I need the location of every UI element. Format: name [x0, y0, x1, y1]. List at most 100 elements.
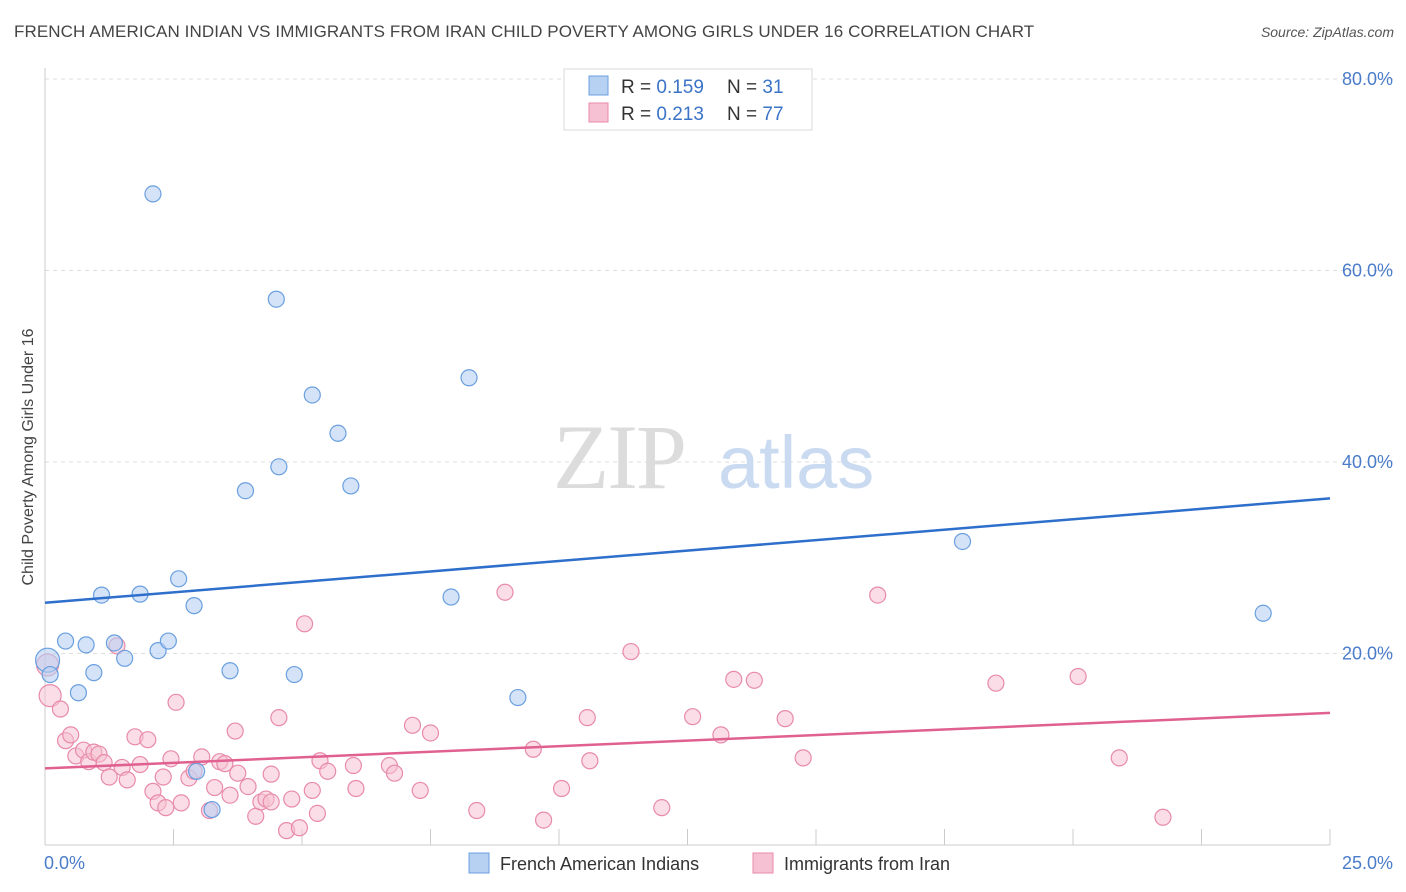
- axes: [44, 68, 1331, 846]
- french-american-indian-point: [1254, 604, 1272, 622]
- chart-title: FRENCH AMERICAN INDIAN VS IMMIGRANTS FRO…: [14, 22, 1035, 41]
- french-american-indian-point: [329, 424, 347, 442]
- iran-point: [653, 799, 671, 817]
- iran-point: [581, 752, 599, 770]
- bottom-legend-label-pink: Immigrants from Iran: [784, 854, 950, 874]
- french-american-indian-point: [116, 649, 134, 667]
- iran-point: [295, 615, 314, 633]
- bottom-legend-swatch-pink: [752, 852, 774, 874]
- bottom-legend-swatch-blue: [468, 852, 490, 874]
- iran-point: [139, 731, 157, 749]
- french-american-indian-point: [188, 762, 206, 780]
- iran-point: [869, 586, 887, 604]
- iran-point: [239, 777, 257, 796]
- iran-point: [745, 671, 763, 689]
- iran-point: [154, 768, 172, 786]
- french-american-indian-point: [953, 532, 972, 551]
- iran-point: [524, 740, 542, 758]
- svg-text:N = 77: N = 77: [727, 104, 784, 125]
- iran-point: [421, 724, 440, 742]
- iran-point: [411, 781, 429, 800]
- iran-point: [684, 708, 702, 726]
- french-american-indian-point: [185, 597, 203, 615]
- y-tick-label-80: 80.0%: [1342, 69, 1393, 89]
- french-american-indian-point: [267, 290, 285, 308]
- iran-point: [172, 794, 190, 812]
- bottom-legend: French American Indians Immigrants from …: [468, 852, 950, 874]
- iran-point: [319, 762, 337, 780]
- trend-lines: [44, 497, 1331, 770]
- french-american-indian-point: [77, 636, 95, 654]
- french-american-indian-point: [56, 632, 75, 650]
- legend-n-label-1: N =: [727, 77, 762, 98]
- iran-point: [552, 779, 571, 798]
- top-legend: R = 0.159 N = 31 R = 0.213 N = 77: [563, 68, 813, 131]
- french-american-indian-point: [285, 665, 303, 684]
- iran-point: [1069, 667, 1087, 686]
- iran-point: [206, 778, 224, 797]
- iran-point: [308, 804, 327, 823]
- french-american-indian-points: [34, 185, 1272, 819]
- y-tick-label-60: 60.0%: [1342, 261, 1393, 281]
- french-american-indian-point: [221, 662, 239, 680]
- iran-point: [1154, 808, 1172, 826]
- french-american-indian-point: [270, 458, 288, 476]
- iran-point: [776, 710, 794, 728]
- svg-text:R = 0.213: R = 0.213: [621, 104, 704, 125]
- iran-point: [100, 768, 118, 786]
- french-american-indian-point: [342, 477, 360, 495]
- iran-point: [247, 807, 265, 825]
- iran-point: [262, 765, 280, 783]
- iran-point: [118, 771, 136, 789]
- legend-swatch-pink: [588, 102, 609, 123]
- french-american-indian-point: [105, 634, 123, 652]
- svg-text:N = 31: N = 31: [727, 77, 784, 98]
- iran-point: [51, 700, 70, 718]
- french-american-indian-point: [92, 586, 111, 604]
- legend-r-label-1: R =: [621, 77, 656, 98]
- legend-r-value-2: 0.213: [656, 104, 704, 125]
- legend-swatch-blue: [588, 75, 609, 96]
- iran-point: [270, 709, 288, 727]
- legend-n-value-2: 77: [762, 104, 783, 125]
- iran-point: [226, 722, 244, 740]
- watermark-atlas: atlas: [718, 421, 874, 504]
- trend-line-immigrants-from-iran: [44, 711, 1331, 770]
- iran-point: [794, 749, 812, 767]
- svg-text:R = 0.159: R = 0.159: [621, 77, 704, 98]
- iran-point: [385, 764, 404, 782]
- french-american-indian-point: [41, 665, 59, 684]
- french-american-indian-point: [303, 386, 321, 404]
- iran-point: [62, 726, 80, 744]
- legend-n-value-1: 31: [762, 77, 783, 98]
- iran-point: [725, 670, 743, 688]
- iran-point: [347, 779, 365, 798]
- iran-point: [95, 754, 113, 772]
- iran-point: [283, 790, 301, 808]
- french-american-indian-point: [69, 684, 88, 702]
- french-american-indian-point: [203, 800, 221, 819]
- iran-point: [987, 674, 1005, 692]
- iran-point: [167, 693, 185, 711]
- iran-point: [1110, 749, 1128, 767]
- iran-point: [303, 781, 321, 800]
- iran-point: [344, 756, 362, 775]
- french-american-indian-point: [236, 482, 255, 500]
- iran-point: [403, 716, 422, 734]
- y-axis-title: Child Poverty Among Girls Under 16: [20, 328, 37, 585]
- iran-point: [578, 709, 596, 727]
- iran-point: [496, 583, 514, 601]
- legend-n-label-2: N =: [727, 104, 762, 125]
- legend-r-label-2: R =: [621, 104, 656, 125]
- iran-point: [38, 684, 62, 708]
- iran-point: [534, 811, 553, 829]
- y-tick-label-20: 20.0%: [1342, 644, 1393, 664]
- trend-line-french-american-indians: [44, 497, 1331, 604]
- legend-r-value-1: 0.159: [656, 77, 704, 98]
- grid-lines: [45, 78, 1395, 654]
- iran-point: [468, 801, 486, 820]
- bottom-legend-label-blue: French American Indians: [500, 854, 699, 874]
- french-american-indian-point: [159, 632, 177, 650]
- y-tick-label-40: 40.0%: [1342, 452, 1393, 472]
- x-tick-label-min: 0.0%: [44, 853, 85, 873]
